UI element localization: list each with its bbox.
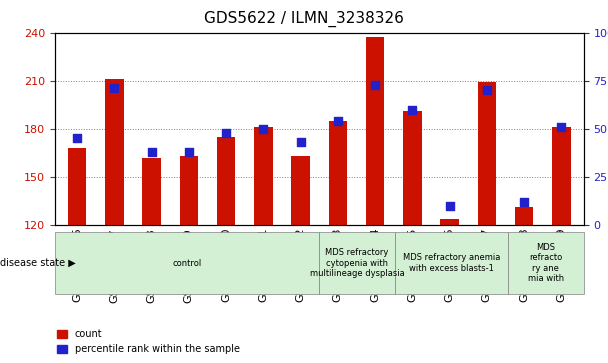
Bar <box>477 82 496 225</box>
Text: GDS5622 / ILMN_3238326: GDS5622 / ILMN_3238326 <box>204 11 404 27</box>
Point <box>295 139 305 145</box>
Point <box>519 199 529 205</box>
Text: MDS refractory
cytopenia with
multilineage dysplasia: MDS refractory cytopenia with multilinea… <box>309 248 404 278</box>
Bar <box>366 37 384 225</box>
Point <box>482 87 492 93</box>
Bar <box>217 137 235 225</box>
Text: MDS refractory anemia
with excess blasts-1: MDS refractory anemia with excess blasts… <box>402 253 500 273</box>
Bar <box>105 79 123 225</box>
Point <box>556 124 566 130</box>
Point <box>221 130 231 136</box>
Point <box>147 149 156 155</box>
Text: disease state ▶: disease state ▶ <box>0 258 76 268</box>
Point <box>258 126 268 132</box>
Bar <box>552 127 571 225</box>
Legend: count, percentile rank within the sample: count, percentile rank within the sample <box>54 326 244 358</box>
Bar <box>515 207 533 225</box>
Point <box>333 118 343 124</box>
Bar <box>67 148 86 225</box>
Bar <box>291 156 310 225</box>
Point <box>109 86 119 91</box>
Point <box>184 149 194 155</box>
Bar <box>254 127 272 225</box>
Point <box>370 82 380 87</box>
Bar <box>328 121 347 225</box>
Point <box>72 136 82 142</box>
Bar <box>440 219 459 225</box>
Text: control: control <box>172 259 202 268</box>
Bar <box>142 158 161 225</box>
Point <box>444 203 454 209</box>
Bar <box>403 111 421 225</box>
Text: MDS
refracto
ry ane
mia with: MDS refracto ry ane mia with <box>528 243 564 283</box>
Bar <box>179 156 198 225</box>
Point <box>407 107 417 113</box>
